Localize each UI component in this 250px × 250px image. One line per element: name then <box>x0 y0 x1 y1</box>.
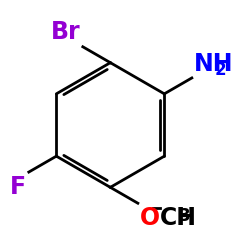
Text: 3: 3 <box>179 207 190 225</box>
Text: F: F <box>10 174 26 199</box>
Text: NH: NH <box>194 52 234 76</box>
Text: CH: CH <box>160 206 197 230</box>
Text: 2: 2 <box>215 61 227 79</box>
Text: Br: Br <box>51 20 80 44</box>
Text: O: O <box>140 206 160 230</box>
